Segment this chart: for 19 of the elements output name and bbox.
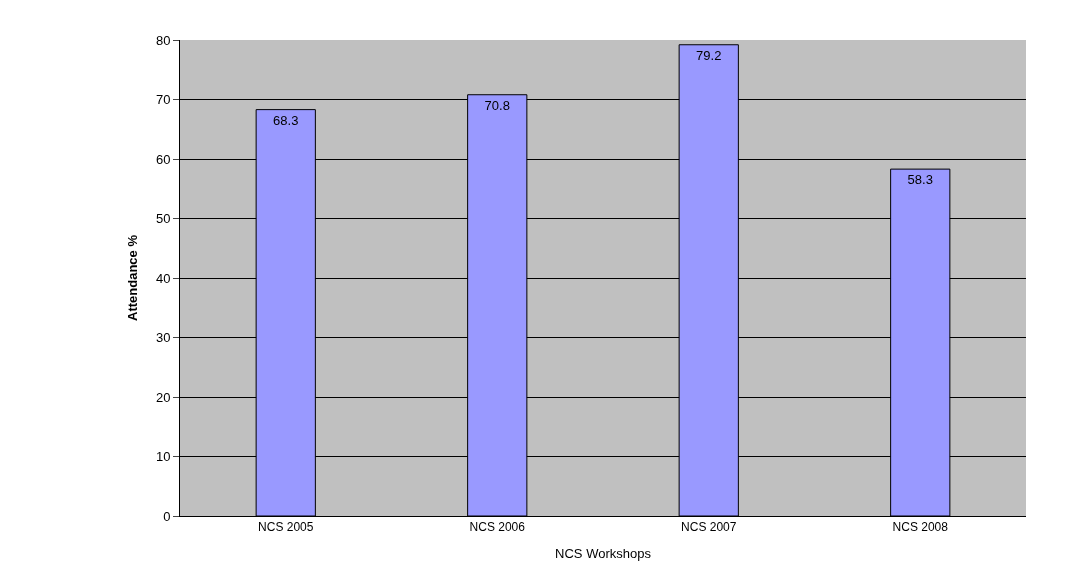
y-tick-label: 10 (155, 449, 171, 465)
y-axis-title: Attendance % (124, 234, 140, 321)
y-tick-label: 50 (155, 211, 171, 227)
y-tick-label: 70 (155, 92, 171, 108)
x-tick-label: NCS 2007 (681, 520, 737, 535)
y-tick-label: 40 (155, 270, 171, 286)
y-tick-label: 20 (155, 389, 171, 405)
data-label: 70.8 (484, 97, 510, 113)
y-tick-label: 0 (163, 508, 171, 524)
x-tick-label: NCS 2006 (469, 520, 526, 535)
x-tick-label: NCS 2008 (892, 520, 949, 535)
data-label: 68.3 (273, 112, 299, 128)
y-tick-label: 60 (155, 151, 171, 167)
y-tick-label: 30 (155, 330, 171, 346)
x-tick-label: NCS 2005 (258, 520, 314, 535)
x-axis-title: NCS Workshops (555, 546, 652, 561)
data-label: 79.2 (696, 47, 722, 63)
y-tick-label: 80 (155, 32, 171, 48)
data-label: 58.3 (907, 172, 933, 188)
